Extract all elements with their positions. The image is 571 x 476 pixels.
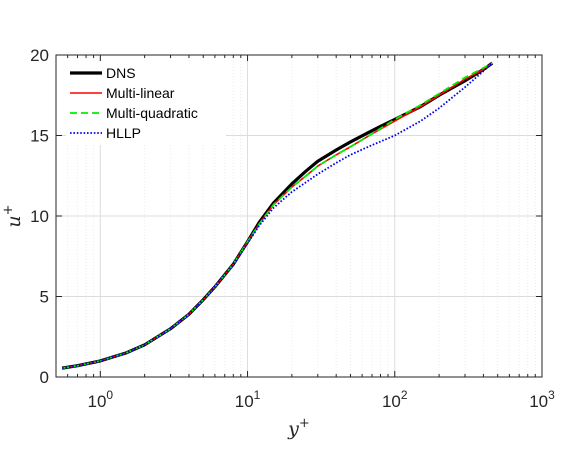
legend-items: DNS Multi-linear Multi-quadratic HLLP <box>70 65 198 141</box>
x-tick-labels: 100 101 102 103 <box>88 388 556 411</box>
y-tick-labels: 0 5 10 15 20 <box>30 46 49 387</box>
x-tick-label-base: 10 <box>88 392 107 411</box>
y-axis-label-group: u+ <box>1 204 25 227</box>
x-tick-label-exponent: 3 <box>548 388 555 402</box>
y-tick-label: 20 <box>30 46 49 65</box>
series-lines <box>61 61 494 370</box>
x-tick-label-exponent: 2 <box>401 388 408 402</box>
x-tick-label-base: 10 <box>235 392 254 411</box>
x-tick-label-base: 10 <box>529 392 548 411</box>
y-tick-label: 0 <box>40 368 49 387</box>
y-axis-label-main: u <box>3 215 25 227</box>
x-tick-label-exponent: 0 <box>106 388 113 402</box>
x-tick-label-exponent: 1 <box>254 388 261 402</box>
legend-label: Multi-linear <box>106 85 175 101</box>
x-tick-label: 101 <box>235 388 261 411</box>
legend-label: DNS <box>106 65 136 81</box>
axis-ticks <box>56 54 543 378</box>
x-tick-label-base: 10 <box>382 392 401 411</box>
x-axis-label: y+ <box>287 416 310 440</box>
x-axis-label-main: y <box>287 418 299 440</box>
legend-label: HLLP <box>106 125 141 141</box>
legend: DNS Multi-linear Multi-quadratic HLLP <box>66 61 226 145</box>
y-tick-label: 10 <box>30 207 49 226</box>
x-tick-label: 100 <box>88 388 114 411</box>
y-tick-label: 15 <box>30 127 49 146</box>
y-axis-label: u+ <box>1 204 25 227</box>
x-axis-label-sup: + <box>299 416 310 431</box>
y-tick-label: 5 <box>40 288 49 307</box>
series-line-multi-quadratic <box>61 62 493 370</box>
x-tick-label: 103 <box>529 388 555 411</box>
series-line-hllp <box>61 62 493 370</box>
legend-label: Multi-quadratic <box>106 105 198 121</box>
y-axis-label-sup: + <box>1 204 16 215</box>
legend-box <box>66 61 226 145</box>
x-tick-label: 102 <box>382 388 408 411</box>
